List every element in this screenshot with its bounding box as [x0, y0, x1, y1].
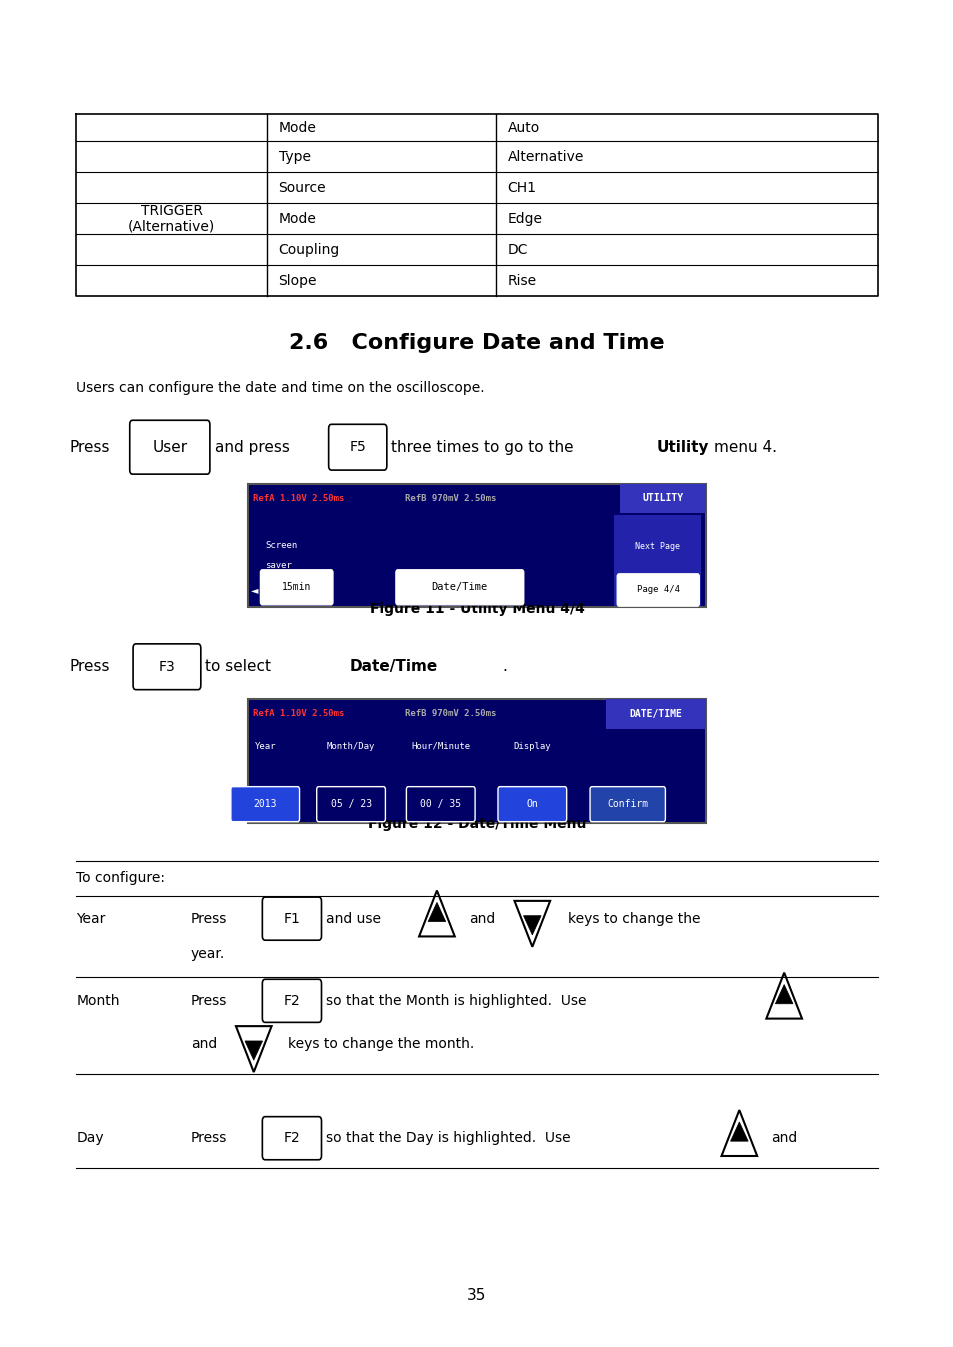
Text: Date/Time: Date/Time: [350, 659, 438, 675]
Text: Confirm: Confirm: [606, 799, 648, 810]
FancyBboxPatch shape: [589, 787, 665, 822]
Text: Day: Day: [76, 1131, 104, 1145]
Text: Mode: Mode: [278, 121, 316, 135]
Text: 2.6   Configure Date and Time: 2.6 Configure Date and Time: [289, 334, 664, 353]
Text: saver: saver: [265, 562, 292, 570]
FancyBboxPatch shape: [260, 570, 333, 605]
Text: menu 4.: menu 4.: [713, 439, 776, 455]
FancyBboxPatch shape: [614, 515, 700, 606]
Text: Hour/Minute: Hour/Minute: [411, 742, 470, 750]
Text: Rise: Rise: [507, 273, 537, 288]
Text: TRIGGER
(Alternative): TRIGGER (Alternative): [128, 203, 215, 234]
FancyBboxPatch shape: [328, 424, 386, 470]
Text: Type: Type: [278, 150, 311, 164]
FancyBboxPatch shape: [497, 787, 566, 822]
Text: 00 / 35: 00 / 35: [419, 799, 461, 810]
FancyBboxPatch shape: [231, 787, 299, 822]
Text: Year: Year: [76, 912, 106, 925]
Text: 15min: 15min: [282, 582, 311, 593]
Text: ◄: ◄: [251, 585, 258, 595]
Text: Mode: Mode: [278, 211, 316, 226]
Text: so that the Month is highlighted.  Use: so that the Month is highlighted. Use: [326, 994, 586, 1008]
Text: Source: Source: [278, 180, 326, 195]
FancyBboxPatch shape: [132, 644, 200, 690]
Text: three times to go to the: three times to go to the: [391, 439, 573, 455]
Text: F1: F1: [283, 912, 300, 925]
Text: Screen: Screen: [265, 541, 297, 550]
Text: F5: F5: [349, 440, 366, 454]
FancyBboxPatch shape: [262, 1117, 321, 1160]
Text: Next Page: Next Page: [635, 543, 679, 551]
Text: Year: Year: [254, 742, 275, 750]
Text: and use: and use: [326, 912, 381, 925]
Text: Press: Press: [70, 439, 110, 455]
Polygon shape: [523, 916, 540, 935]
Text: Users can configure the date and time on the oscilloscope.: Users can configure the date and time on…: [76, 381, 484, 395]
FancyBboxPatch shape: [130, 420, 210, 474]
Text: User: User: [152, 439, 187, 455]
Text: Press: Press: [191, 994, 227, 1008]
Text: 2013: 2013: [253, 799, 276, 810]
Text: to select: to select: [205, 659, 271, 675]
Polygon shape: [428, 902, 445, 921]
FancyBboxPatch shape: [605, 699, 705, 729]
FancyBboxPatch shape: [248, 484, 705, 607]
Text: Edge: Edge: [507, 211, 542, 226]
Text: Figure 11 - Utility Menu 4/4: Figure 11 - Utility Menu 4/4: [369, 602, 584, 616]
FancyBboxPatch shape: [262, 897, 321, 940]
Text: Auto: Auto: [507, 121, 539, 135]
Text: Press: Press: [70, 659, 110, 675]
Text: Slope: Slope: [278, 273, 316, 288]
Text: .: .: [502, 659, 507, 675]
FancyBboxPatch shape: [316, 787, 385, 822]
FancyBboxPatch shape: [395, 570, 523, 605]
Text: Alternative: Alternative: [507, 150, 583, 164]
Text: F2: F2: [283, 1131, 300, 1145]
Text: DC: DC: [507, 242, 527, 257]
Text: and: and: [469, 912, 496, 925]
Polygon shape: [730, 1122, 747, 1141]
Text: year.: year.: [191, 947, 225, 960]
Text: Press: Press: [191, 912, 227, 925]
Text: Figure 12 - Date/Time Menu: Figure 12 - Date/Time Menu: [368, 818, 585, 831]
Text: Press: Press: [191, 1131, 227, 1145]
FancyBboxPatch shape: [619, 484, 705, 513]
Text: RefB 970mV 2.50ms: RefB 970mV 2.50ms: [405, 710, 497, 718]
FancyBboxPatch shape: [617, 574, 699, 606]
Text: On: On: [526, 799, 537, 810]
Text: F2: F2: [283, 994, 300, 1008]
Text: keys to change the: keys to change the: [567, 912, 700, 925]
Text: and: and: [770, 1131, 797, 1145]
Text: Utility: Utility: [656, 439, 708, 455]
Text: and: and: [191, 1037, 217, 1051]
Text: To configure:: To configure:: [76, 872, 165, 885]
FancyBboxPatch shape: [262, 979, 321, 1022]
Polygon shape: [245, 1041, 262, 1060]
Text: Display: Display: [513, 742, 551, 750]
Text: CH1: CH1: [507, 180, 536, 195]
Text: keys to change the month.: keys to change the month.: [288, 1037, 474, 1051]
Text: so that the Day is highlighted.  Use: so that the Day is highlighted. Use: [326, 1131, 570, 1145]
Text: and press: and press: [214, 439, 289, 455]
Text: Month: Month: [76, 994, 120, 1008]
Polygon shape: [775, 985, 792, 1004]
Text: UTILITY: UTILITY: [641, 493, 683, 504]
FancyBboxPatch shape: [248, 699, 705, 823]
Text: Page 4/4: Page 4/4: [636, 586, 679, 594]
Text: 05 / 23: 05 / 23: [330, 799, 372, 810]
FancyBboxPatch shape: [406, 787, 475, 822]
Text: Coupling: Coupling: [278, 242, 339, 257]
Text: 35: 35: [467, 1288, 486, 1304]
Text: RefA 1.10V 2.50ms: RefA 1.10V 2.50ms: [253, 494, 344, 502]
Text: F3: F3: [158, 660, 175, 674]
Text: DATE/TIME: DATE/TIME: [629, 709, 681, 719]
Text: Month/Day: Month/Day: [327, 742, 375, 750]
Text: RefA 1.10V 2.50ms: RefA 1.10V 2.50ms: [253, 710, 344, 718]
Text: RefB 970mV 2.50ms: RefB 970mV 2.50ms: [405, 494, 497, 502]
Text: Date/Time: Date/Time: [432, 582, 487, 593]
